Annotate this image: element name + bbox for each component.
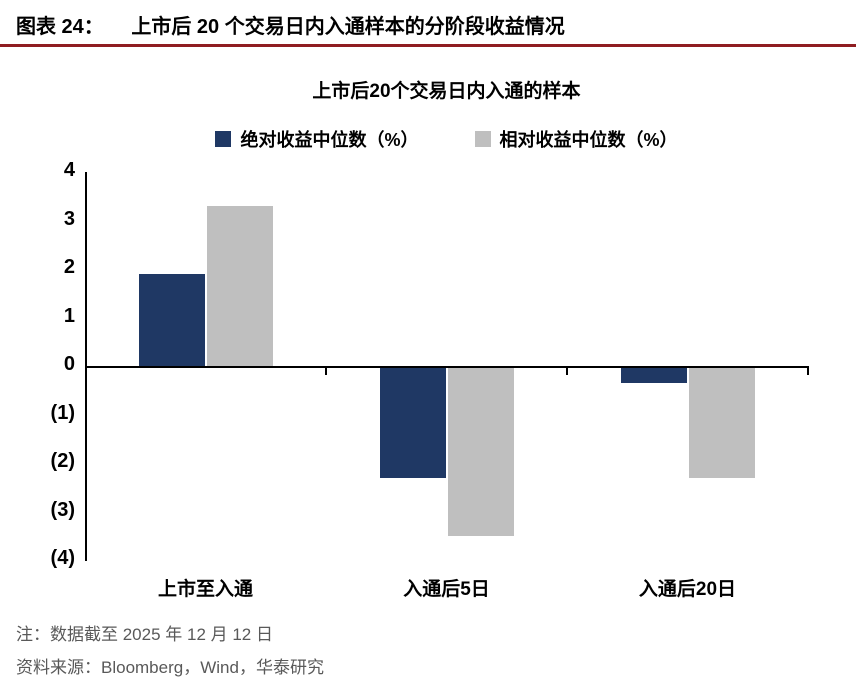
figure-title: 上市后 20 个交易日内入通样本的分阶段收益情况	[131, 16, 565, 38]
relative-median-bar	[447, 366, 514, 536]
x-axis-tick	[325, 366, 327, 375]
relative-median-bar	[206, 205, 273, 366]
absolute-median-swatch	[215, 131, 232, 147]
relative-median-bar	[688, 366, 755, 478]
y-axis-tick-label: 1	[63, 304, 75, 327]
x-axis-category-label: 上市至入通	[157, 579, 253, 600]
x-axis-tick	[566, 366, 568, 375]
chart-header: 图表 24： 上市后 20 个交易日内入通样本的分阶段收益情况	[16, 10, 565, 39]
footnotes: 注：数据截至 2025 年 12 月 12 日 资料来源：Bloomberg，W…	[16, 618, 324, 684]
x-axis-category-label: 入通后5日	[403, 579, 490, 600]
absolute-median-bar	[379, 366, 446, 478]
absolute-median-bar	[138, 273, 205, 366]
data-cutoff-note: 注：数据截至 2025 年 12 月 12 日	[16, 625, 273, 644]
chart-title: 上市后20个交易日内入通的样本	[312, 81, 581, 102]
y-axis-tick-label: 4	[63, 159, 75, 181]
y-axis-tick-label: 2	[63, 256, 75, 278]
x-axis-zero-line	[85, 366, 808, 368]
y-axis-tick-label: (1)	[50, 401, 75, 424]
y-axis-line	[85, 172, 87, 561]
x-axis-tick	[807, 366, 809, 375]
y-axis-tick-label: (2)	[50, 450, 75, 472]
y-axis-tick-label: 3	[63, 207, 75, 230]
y-axis-tick-label: (4)	[50, 547, 75, 569]
absolute-median-bar	[620, 366, 687, 383]
legend-item-relative-median: 相对收益中位数（%）	[474, 126, 678, 152]
figure-number: 图表 24：	[16, 16, 104, 38]
source-note: 资料来源：Bloomberg，Wind，华泰研究	[16, 658, 324, 677]
header-divider	[0, 44, 856, 47]
y-axis-tick-label: 0	[63, 353, 75, 375]
y-axis-tick-label: (3)	[50, 498, 75, 521]
legend-label-relative-median: 相对收益中位数（%）	[499, 130, 678, 150]
legend: 绝对收益中位数（%） 相对收益中位数（%）	[85, 126, 808, 152]
plot-area: 上市至入通 入通后5日 入通后20日 4 3 2 1 0 (1) (2) (3) (4)	[51, 159, 809, 600]
relative-median-swatch	[474, 131, 491, 147]
legend-label-absolute-median: 绝对收益中位数（%）	[240, 130, 419, 150]
legend-item-absolute-median: 绝对收益中位数（%）	[215, 126, 419, 152]
x-axis-category-label: 入通后20日	[638, 579, 737, 600]
